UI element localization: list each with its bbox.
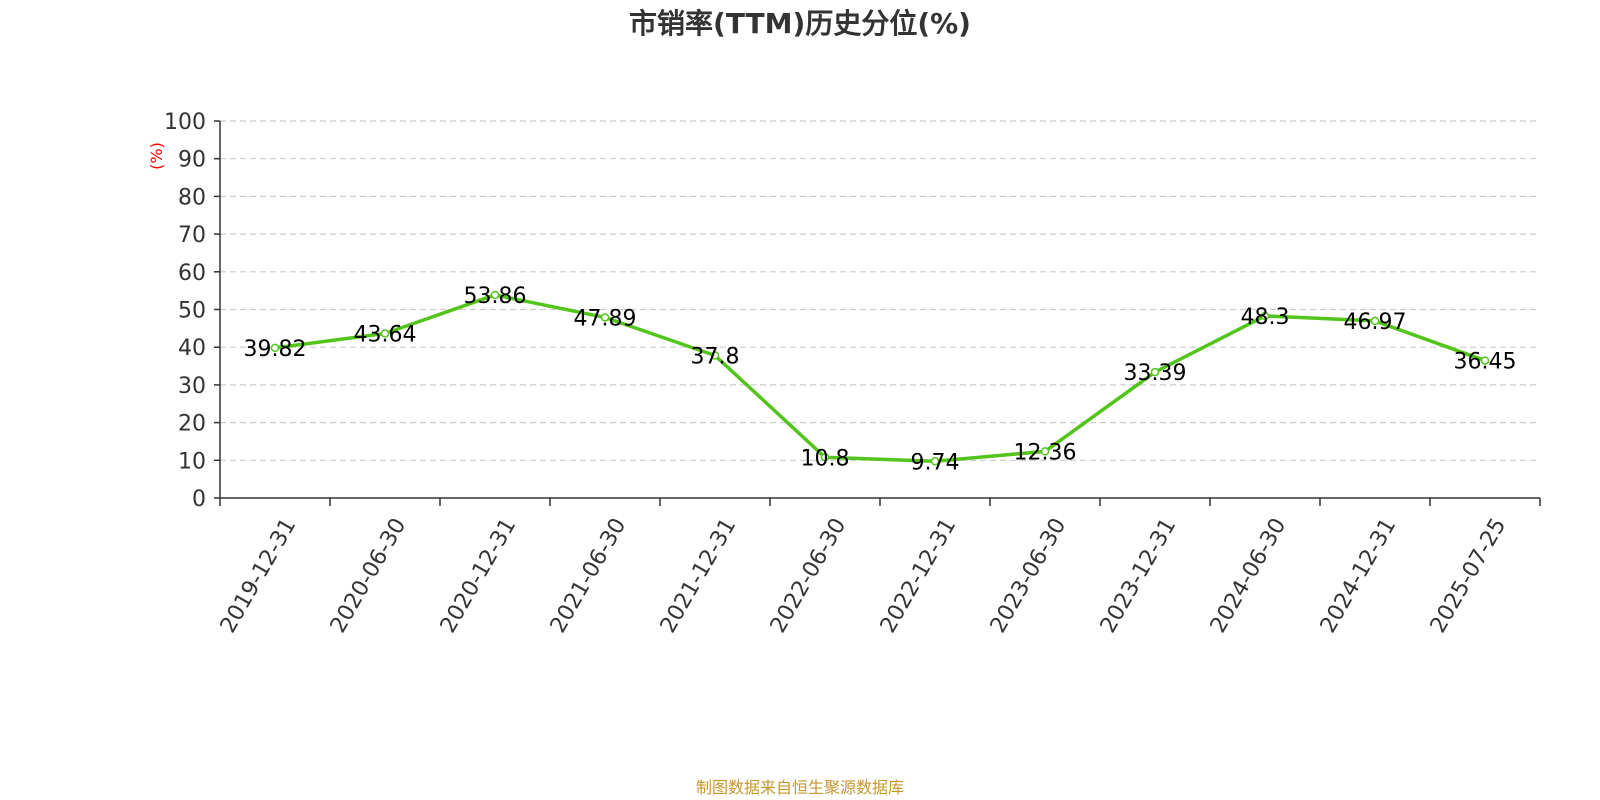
y-tick-label: 40 <box>178 336 206 361</box>
data-point <box>1260 311 1270 321</box>
data-labels: 39.82 43.64 53.86 47.89 37.8 10.8 9.74 12.36 33.… <box>244 284 1517 475</box>
y-tick-label: 10 <box>178 449 206 474</box>
data-point <box>490 290 500 300</box>
x-tick-label: 2022-06-30 <box>766 514 852 637</box>
data-label: 43.64 <box>354 322 417 347</box>
x-tick-label: 2022-12-31 <box>876 514 962 637</box>
gridlines <box>220 120 1540 461</box>
y-tick-label: 70 <box>178 223 206 248</box>
x-tick-label: 2023-06-30 <box>986 514 1072 637</box>
data-label: 36.45 <box>1454 350 1517 375</box>
x-tick-label: 2019-12-31 <box>216 514 302 637</box>
y-tick-label: 60 <box>178 261 206 286</box>
data-point <box>1150 367 1160 377</box>
data-point <box>1370 316 1380 326</box>
x-tick-label: 2021-12-31 <box>656 514 742 637</box>
data-label: 12.36 <box>1014 440 1077 465</box>
data-label: 10.8 <box>801 446 850 471</box>
y-tick-label: 20 <box>178 412 206 437</box>
data-point <box>380 329 390 338</box>
y-axis-ticks: 0 10 20 30 40 50 60 70 80 90 100 <box>164 110 220 512</box>
data-label: 39.82 <box>244 337 307 362</box>
data-point <box>1040 447 1050 456</box>
data-point <box>820 453 830 462</box>
x-tick-label: 2021-06-30 <box>546 514 632 637</box>
y-tick-label: 90 <box>178 148 206 173</box>
series-line <box>274 293 1486 464</box>
data-point <box>1480 356 1490 365</box>
y-tick-label: 50 <box>178 299 206 324</box>
data-point <box>600 313 610 322</box>
x-tick-label: 2020-06-30 <box>326 514 412 637</box>
y-axis-label: (%) <box>147 142 166 170</box>
source-note: 制图数据来自恒生聚源数据库 <box>696 778 904 797</box>
data-label: 9.74 <box>911 450 960 475</box>
x-tick-label: 2024-12-31 <box>1316 514 1402 637</box>
x-tick-label: 2025-07-25 <box>1426 514 1512 637</box>
x-tick-label: 2023-12-31 <box>1096 514 1182 637</box>
x-tick-label: 2024-06-30 <box>1206 514 1292 637</box>
data-label: 33.39 <box>1124 361 1187 386</box>
data-label: 37.8 <box>691 344 740 369</box>
x-axis-ticks: 2019-12-31 2020-06-30 2020-12-31 2021-06-30… <box>216 498 1541 637</box>
y-tick-label: 30 <box>178 374 206 399</box>
data-label: 47.89 <box>574 306 637 331</box>
data-points <box>270 290 1490 466</box>
data-point <box>710 351 720 360</box>
data-label: 46.97 <box>1344 310 1407 335</box>
y-tick-label: 0 <box>192 487 206 512</box>
x-tick-label: 2020-12-31 <box>436 514 522 637</box>
data-point <box>270 343 280 353</box>
series-polyline <box>274 293 1486 464</box>
y-tick-label: 80 <box>178 185 206 210</box>
data-label: 48.3 <box>1241 305 1290 330</box>
y-tick-label: 100 <box>164 110 206 135</box>
chart-title: 市销率(TTM)历史分位(%) <box>629 7 971 40</box>
data-point <box>930 457 940 466</box>
data-label: 53.86 <box>464 284 527 309</box>
